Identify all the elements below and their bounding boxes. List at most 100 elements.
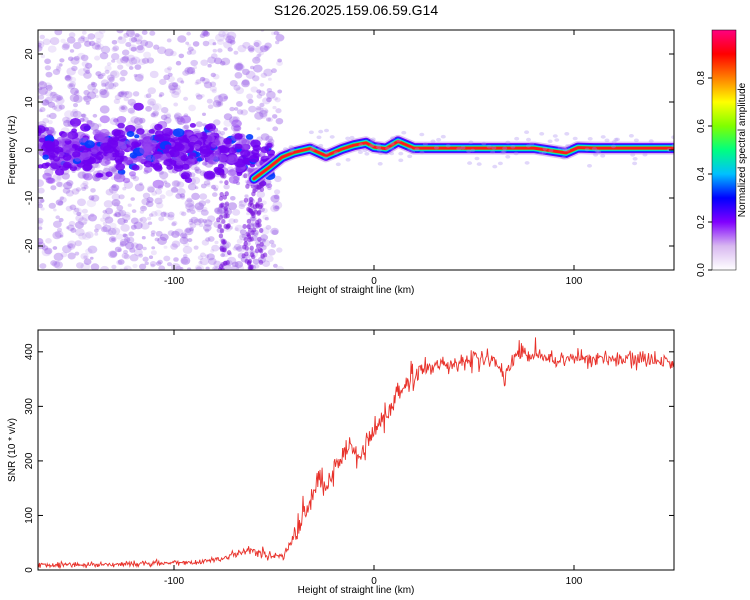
band-blob — [83, 173, 93, 181]
noise-blob — [141, 198, 150, 206]
noise-blob — [143, 94, 149, 99]
noise-blob — [212, 100, 222, 108]
noise-blob — [53, 252, 64, 261]
noise-blob — [194, 264, 204, 270]
band-blob — [121, 145, 127, 150]
noise-blob — [179, 267, 184, 270]
spectrogram-ytick-label: -20 — [24, 238, 35, 253]
halo-blob — [375, 143, 381, 147]
noise-blob — [158, 94, 163, 98]
noise-blob — [64, 110, 74, 119]
noise-blob — [233, 218, 239, 223]
band-blob — [164, 144, 172, 150]
noise-blob — [202, 218, 208, 224]
noise-blob — [92, 88, 99, 94]
noise-blob — [172, 87, 182, 96]
noise-blob — [102, 209, 108, 214]
noise-blob — [140, 222, 150, 230]
noise-blob — [160, 114, 168, 121]
noise-blob — [220, 57, 231, 66]
halo-blob — [554, 138, 560, 142]
noise-blob — [71, 188, 80, 195]
noise-blob — [246, 93, 254, 100]
streak-blob — [259, 228, 264, 233]
noise-blob — [269, 239, 275, 245]
noise-blob — [174, 117, 181, 123]
noise-blob — [125, 30, 136, 37]
halo-blob — [345, 158, 351, 162]
halo-blob — [565, 148, 570, 152]
noise-blob — [138, 58, 147, 66]
halo-blob — [329, 135, 335, 139]
noise-blob — [38, 226, 43, 230]
noise-blob — [173, 114, 181, 120]
streak-blob — [246, 260, 252, 266]
noise-blob — [90, 256, 94, 260]
streak-blob — [226, 250, 232, 256]
band-blob — [235, 143, 243, 150]
noise-blob — [277, 58, 282, 63]
streak-blob — [254, 184, 260, 190]
noise-blob — [270, 243, 277, 248]
noise-blob — [78, 36, 85, 42]
noise-blob — [109, 251, 117, 258]
noise-blob — [229, 106, 235, 112]
noise-blob — [66, 67, 76, 76]
noise-blob — [159, 78, 167, 85]
noise-blob — [186, 209, 191, 213]
noise-blob — [67, 243, 73, 249]
ridge-layer — [252, 139, 674, 181]
noise-blob — [187, 238, 193, 243]
halo-blob — [370, 139, 375, 143]
noise-blob — [253, 42, 260, 47]
noise-blob — [272, 201, 283, 210]
noise-blob — [252, 75, 260, 82]
noise-blob — [149, 261, 157, 267]
noise-blob — [72, 207, 83, 216]
spectrogram-ytick-label: 10 — [24, 96, 35, 108]
snr-ytick-label: 200 — [24, 452, 35, 469]
noise-blob — [183, 124, 190, 130]
noise-blob — [123, 233, 129, 239]
halo-blob — [587, 164, 592, 168]
streak-blob — [255, 201, 260, 207]
noise-blob — [111, 237, 116, 242]
noise-blob — [84, 40, 92, 47]
band-blob — [115, 163, 126, 171]
band-blob — [154, 123, 163, 131]
halo-blob — [430, 139, 436, 144]
band-blob — [228, 175, 240, 184]
band-blob — [42, 154, 49, 160]
noise-blob — [174, 84, 181, 91]
halo-blob — [552, 134, 558, 138]
noise-blob — [275, 34, 285, 42]
spectrogram-data — [38, 30, 674, 270]
noise-blob — [194, 169, 199, 173]
noise-blob — [121, 105, 127, 111]
noise-blob — [56, 63, 63, 68]
noise-blob — [121, 252, 129, 259]
band-blob — [116, 116, 127, 124]
halo-blob — [490, 150, 496, 154]
halo-blob — [514, 136, 520, 141]
band-blob — [45, 177, 54, 184]
noise-blob — [83, 89, 90, 96]
noise-blob — [202, 31, 210, 37]
noise-blob — [41, 248, 52, 257]
streak-blob — [243, 173, 248, 179]
band-blob — [243, 145, 250, 150]
band-blob — [136, 128, 145, 135]
noise-blob — [94, 228, 99, 233]
halo-blob — [335, 162, 341, 167]
noise-blob — [80, 253, 89, 260]
noise-blob — [214, 207, 221, 213]
noise-blob — [165, 189, 174, 197]
noise-blob — [70, 87, 79, 95]
noise-blob — [235, 63, 243, 70]
noise-blob — [217, 102, 222, 106]
noise-blob — [50, 91, 56, 97]
noise-blob — [38, 81, 48, 89]
noise-blob — [122, 55, 130, 62]
streak-blob — [243, 237, 248, 243]
band-blob — [100, 158, 110, 166]
